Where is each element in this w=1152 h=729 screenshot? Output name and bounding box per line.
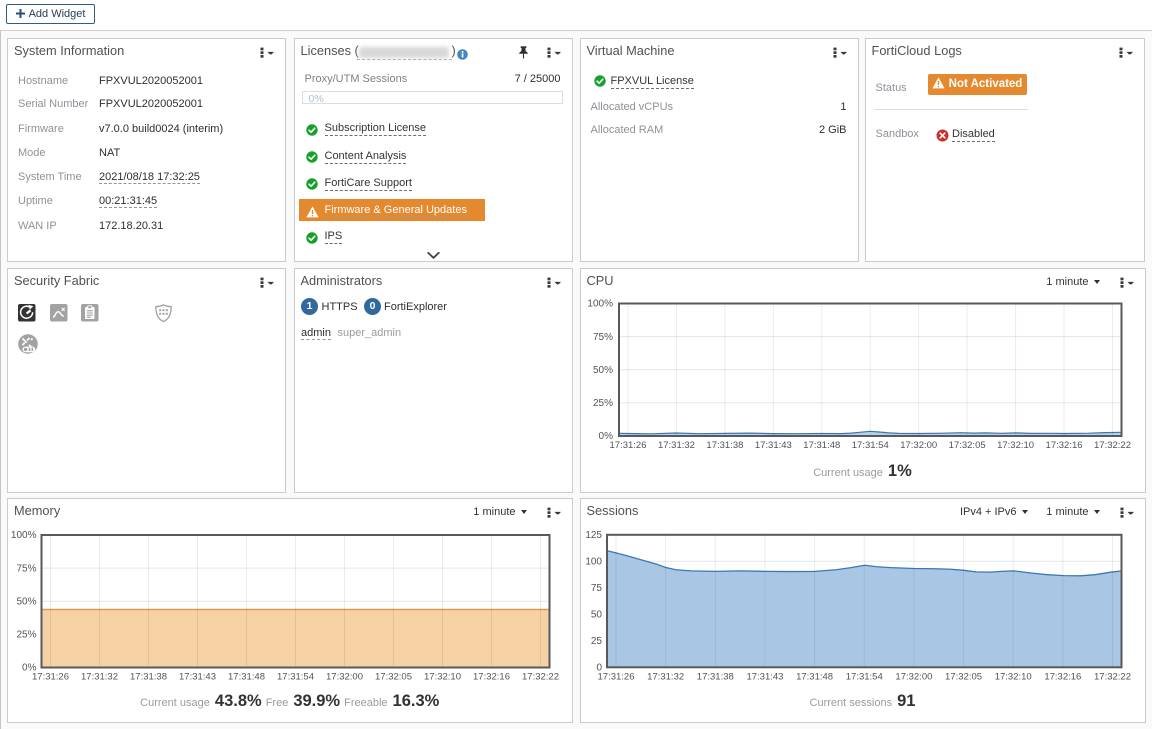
svg-text:17:32:16: 17:32:16 [1044,671,1081,682]
svg-text:17:31:38: 17:31:38 [696,671,733,682]
svg-text:17:31:54: 17:31:54 [851,440,888,451]
svg-text:17:31:54: 17:31:54 [845,671,882,682]
svg-text:75%: 75% [16,563,36,574]
svg-text:17:32:05: 17:32:05 [375,672,412,683]
svg-text:75%: 75% [592,332,612,343]
svg-text:25%: 25% [16,630,36,641]
svg-text:50%: 50% [592,365,612,376]
svg-text:17:31:43: 17:31:43 [179,672,216,683]
svg-text:17:32:22: 17:32:22 [1094,671,1131,682]
svg-text:125: 125 [585,530,602,541]
svg-text:17:32:05: 17:32:05 [945,671,982,682]
svg-text:17:32:00: 17:32:00 [326,672,363,683]
svg-text:17:32:00: 17:32:00 [895,671,932,682]
svg-text:0%: 0% [598,431,613,442]
svg-text:17:31:54: 17:31:54 [277,672,314,683]
svg-text:17:31:38: 17:31:38 [130,672,167,683]
svg-text:75: 75 [590,583,602,594]
svg-text:25%: 25% [592,398,612,409]
svg-text:17:31:38: 17:31:38 [706,440,743,451]
svg-text:17:32:10: 17:32:10 [994,671,1031,682]
svg-text:0: 0 [596,662,602,673]
svg-text:17:31:43: 17:31:43 [746,671,783,682]
svg-text:17:32:10: 17:32:10 [424,672,461,683]
svg-text:17:31:48: 17:31:48 [228,672,265,683]
svg-text:0%: 0% [22,663,37,674]
svg-text:17:31:26: 17:31:26 [597,671,634,682]
svg-text:17:32:05: 17:32:05 [948,440,985,451]
svg-text:17:31:26: 17:31:26 [32,672,69,683]
svg-text:17:32:16: 17:32:16 [473,672,510,683]
svg-text:50: 50 [590,609,602,620]
svg-text:17:32:10: 17:32:10 [997,440,1034,451]
svg-text:17:32:22: 17:32:22 [1094,440,1131,451]
svg-text:100%: 100% [11,530,37,541]
svg-text:100%: 100% [587,299,613,310]
svg-text:17:31:48: 17:31:48 [796,671,833,682]
svg-text:17:32:00: 17:32:00 [900,440,937,451]
svg-text:17:32:22: 17:32:22 [522,672,559,683]
svg-text:50%: 50% [16,596,36,607]
svg-text:17:31:32: 17:31:32 [657,440,694,451]
svg-text:17:31:32: 17:31:32 [81,672,118,683]
svg-text:17:31:43: 17:31:43 [754,440,791,451]
svg-text:25: 25 [590,636,602,647]
svg-text:17:32:16: 17:32:16 [1045,440,1082,451]
svg-text:17:31:48: 17:31:48 [803,440,840,451]
svg-text:100: 100 [585,556,602,567]
svg-text:17:31:26: 17:31:26 [609,440,646,451]
svg-text:17:31:32: 17:31:32 [647,671,684,682]
